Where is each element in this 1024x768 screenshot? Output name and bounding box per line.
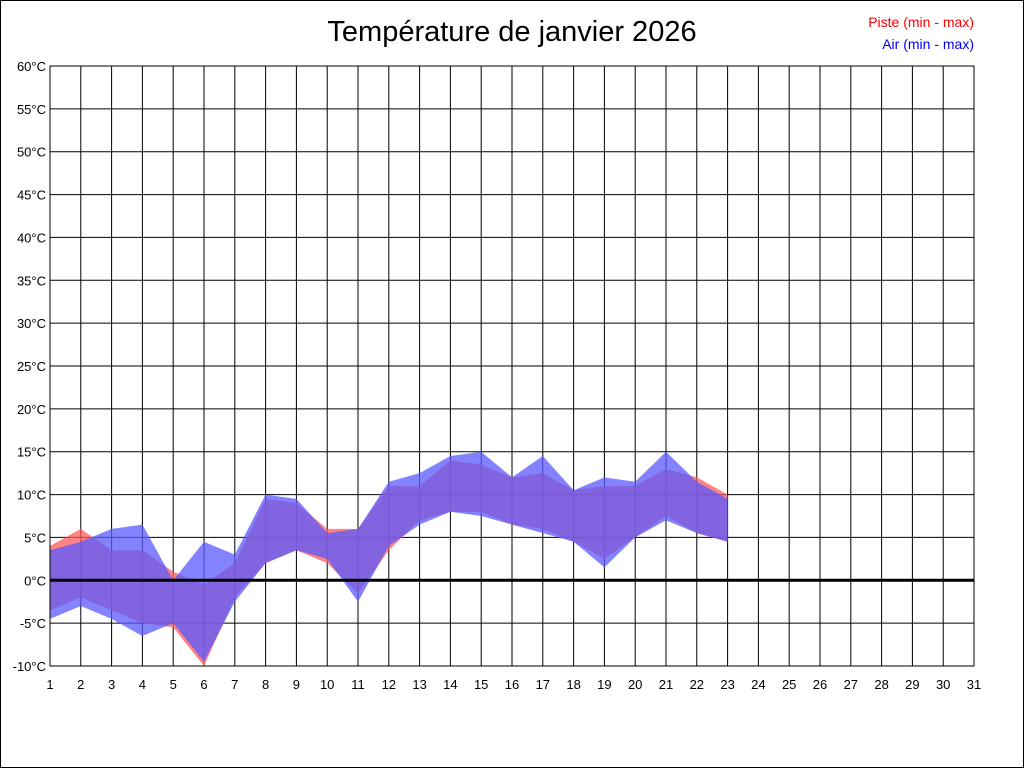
x-tick-label: 17 [536, 677, 550, 692]
chart-title: Température de janvier 2026 [327, 16, 697, 48]
x-tick-label: 28 [874, 677, 888, 692]
y-tick-label: 25°C [17, 359, 46, 374]
x-tick-label: 30 [936, 677, 950, 692]
legend-item-piste: Piste (min - max) [868, 14, 974, 30]
y-tick-label: 60°C [17, 59, 46, 74]
y-tick-label: 10°C [17, 488, 46, 503]
x-tick-label: 14 [443, 677, 457, 692]
x-tick-label: 29 [905, 677, 919, 692]
x-tick-label: 15 [474, 677, 488, 692]
legend-item-air: Air (min - max) [882, 36, 974, 52]
x-tick-label: 31 [967, 677, 981, 692]
x-tick-label: 16 [505, 677, 519, 692]
x-tick-label: 6 [200, 677, 207, 692]
axes: 1 2 3 4 5 6 7 8 9 10 11 12 13 14 15 16 17 18 19 20 21 22 23 24 2… [13, 59, 982, 692]
series-areas [50, 451, 728, 666]
x-tick-label: 9 [293, 677, 300, 692]
plot-border [49, 65, 975, 667]
x-tick-label: 12 [382, 677, 396, 692]
y-tick-label: 20°C [17, 402, 46, 417]
x-tick-label: 18 [566, 677, 580, 692]
y-tick-label: 40°C [17, 230, 46, 245]
y-tick-label: 0°C [24, 573, 46, 588]
x-tick-label: 26 [813, 677, 827, 692]
y-tick-label: 35°C [17, 273, 46, 288]
x-tick-label: 1 [46, 677, 53, 692]
y-tick-label: 45°C [17, 188, 46, 203]
x-tick-label: 25 [782, 677, 796, 692]
x-tick-label: 13 [412, 677, 426, 692]
x-tick-label: 7 [231, 677, 238, 692]
x-tick-label: 5 [170, 677, 177, 692]
y-tick-label: -5°C [20, 616, 46, 631]
y-tick-label: 50°C [17, 145, 46, 160]
x-tick-label: 2 [77, 677, 84, 692]
x-tick-label: 19 [597, 677, 611, 692]
x-tick-label: 21 [659, 677, 673, 692]
x-tick-label: 27 [844, 677, 858, 692]
y-tick-label: 5°C [24, 530, 46, 545]
x-tick-label: 23 [720, 677, 734, 692]
y-tick-label: -10°C [13, 659, 46, 674]
series-band-air [50, 451, 728, 662]
x-tick-label: 24 [751, 677, 765, 692]
y-tick-label: 30°C [17, 316, 46, 331]
x-tick-label: 20 [628, 677, 642, 692]
y-tick-label: 15°C [17, 445, 46, 460]
x-tick-label: 4 [139, 677, 146, 692]
x-tick-label: 22 [690, 677, 704, 692]
x-tick-label: 3 [108, 677, 115, 692]
x-tick-label: 8 [262, 677, 269, 692]
x-tick-label: 10 [320, 677, 334, 692]
y-tick-label: 55°C [17, 102, 46, 117]
x-tick-label: 11 [351, 677, 365, 692]
